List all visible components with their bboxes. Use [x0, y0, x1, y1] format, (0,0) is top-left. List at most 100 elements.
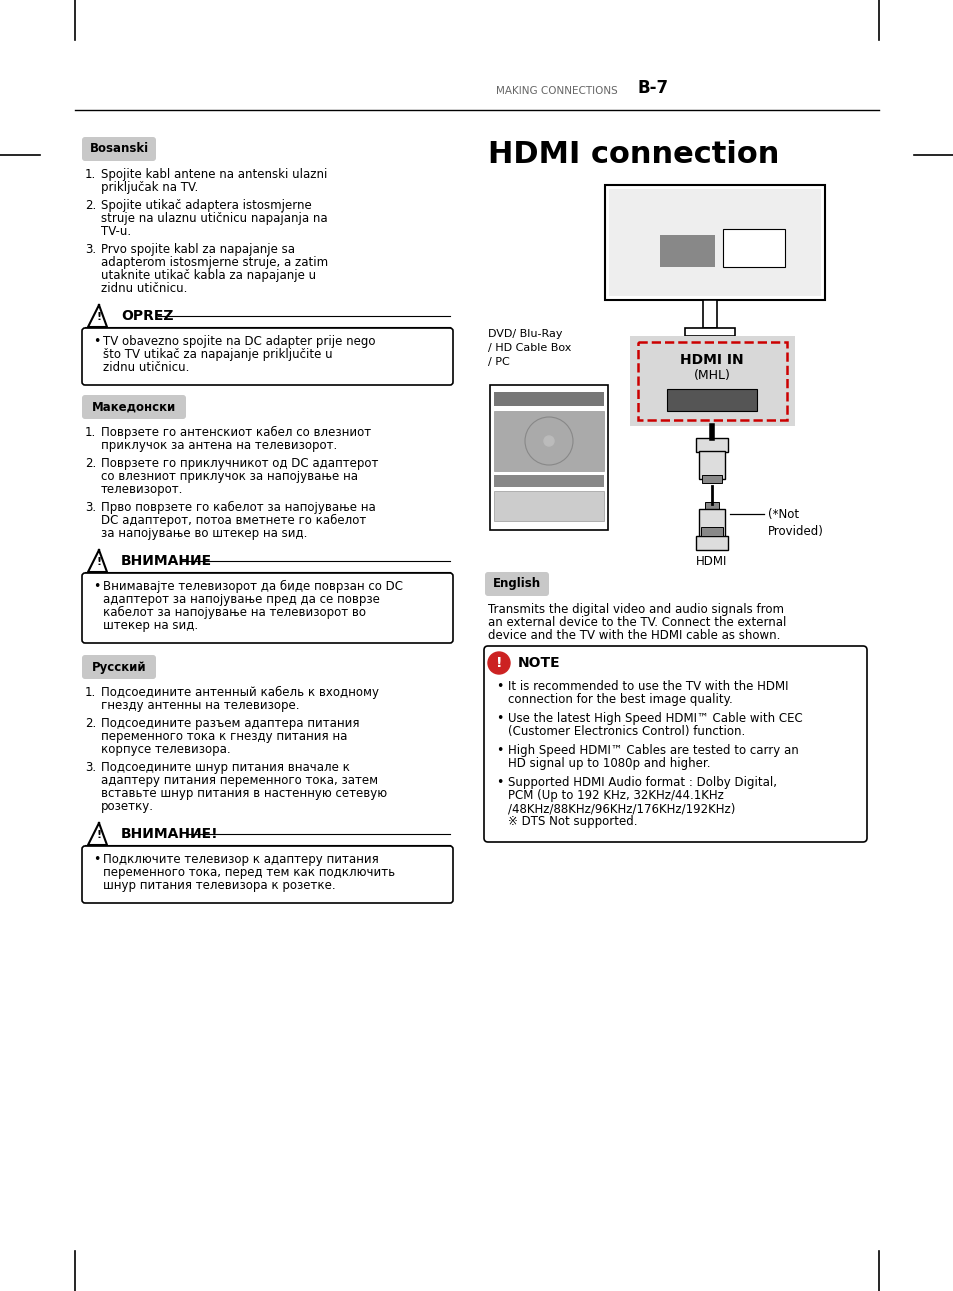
- Bar: [666, 389, 757, 411]
- Text: PCM (Up to 192 KHz, 32KHz/44.1KHz: PCM (Up to 192 KHz, 32KHz/44.1KHz: [507, 789, 723, 802]
- Text: connection for the best image quality.: connection for the best image quality.: [507, 693, 732, 706]
- Text: English: English: [493, 577, 540, 590]
- Text: •: •: [92, 853, 100, 866]
- Bar: [699, 451, 724, 479]
- Text: zidnu utičnicu.: zidnu utičnicu.: [103, 361, 190, 374]
- Text: OPREZ: OPREZ: [121, 309, 173, 323]
- Bar: [684, 328, 734, 336]
- Text: It is recommended to use the TV with the HDMI: It is recommended to use the TV with the…: [507, 680, 788, 693]
- Text: Transmits the digital video and audio signals from: Transmits the digital video and audio si…: [488, 603, 783, 616]
- Text: Spojite utikač adaptera istosmjerne: Spojite utikač adaptera istosmjerne: [101, 199, 312, 212]
- Bar: [696, 438, 727, 452]
- Text: Spojite kabl antene na antenski ulazni: Spojite kabl antene na antenski ulazni: [101, 168, 327, 181]
- Bar: [494, 392, 603, 405]
- Text: розетку.: розетку.: [101, 800, 153, 813]
- Bar: [722, 229, 784, 267]
- Text: •: •: [496, 744, 503, 757]
- Text: 2.: 2.: [85, 457, 96, 470]
- Text: High Speed HDMI™ Cables are tested to carry an: High Speed HDMI™ Cables are tested to ca…: [507, 744, 798, 757]
- Text: HDMI IN: HDMI IN: [679, 352, 743, 367]
- Text: переменного тока, перед тем как подключить: переменного тока, перед тем как подключи…: [103, 866, 395, 879]
- Bar: [629, 336, 794, 426]
- Text: Use the latest High Speed HDMI™ Cable with CEC: Use the latest High Speed HDMI™ Cable wi…: [507, 713, 801, 726]
- Text: NOTE: NOTE: [517, 656, 560, 670]
- Text: 2.: 2.: [85, 717, 96, 729]
- Circle shape: [488, 652, 510, 674]
- Text: 2.: 2.: [85, 199, 96, 212]
- FancyBboxPatch shape: [484, 572, 548, 596]
- Text: MAKING CONNECTIONS: MAKING CONNECTIONS: [496, 86, 618, 96]
- Text: 3.: 3.: [85, 243, 96, 256]
- Text: кабелот за напојување на телевизорот во: кабелот за напојување на телевизорот во: [103, 605, 366, 620]
- Text: 1.: 1.: [85, 168, 96, 181]
- Text: 1.: 1.: [85, 426, 96, 439]
- Text: ВНИМАНИЕ!: ВНИМАНИЕ!: [121, 828, 218, 840]
- Text: Подсоедините шнур питания вначале к: Подсоедините шнур питания вначале к: [101, 760, 350, 775]
- Bar: [659, 235, 714, 267]
- Text: TV-u.: TV-u.: [101, 225, 131, 238]
- Text: корпусе телевизора.: корпусе телевизора.: [101, 744, 231, 757]
- Text: HDMI: HDMI: [696, 555, 727, 568]
- Text: за напојување во штекер на sид.: за напојување во штекер на sид.: [101, 527, 307, 540]
- Bar: [700, 527, 722, 536]
- Bar: [696, 536, 727, 550]
- Text: 3.: 3.: [85, 501, 96, 514]
- Text: Македонски: Македонски: [91, 400, 176, 413]
- Text: što TV utikač za napajanje priključite u: što TV utikač za napajanje priključite u: [103, 349, 333, 361]
- Text: /48KHz/88KHz/96KHz/176KHz/192KHz): /48KHz/88KHz/96KHz/176KHz/192KHz): [507, 802, 735, 815]
- Bar: [608, 188, 821, 296]
- Text: Подсоедините антенный кабель к входному: Подсоедините антенный кабель к входному: [101, 686, 378, 700]
- Bar: [699, 509, 724, 537]
- Text: !: !: [96, 312, 101, 321]
- Text: Подсоедините разъем адаптера питания: Подсоедините разъем адаптера питания: [101, 717, 359, 729]
- Text: !: !: [96, 830, 101, 840]
- Text: телевизорот.: телевизорот.: [101, 483, 183, 496]
- Bar: [490, 385, 607, 531]
- Circle shape: [543, 436, 554, 445]
- Text: Поврзете го антенскиот кабел со влезниот: Поврзете го антенскиот кабел со влезниот: [101, 426, 371, 439]
- Text: device and the TV with the HDMI cable as shown.: device and the TV with the HDMI cable as…: [488, 629, 780, 642]
- Text: •: •: [496, 776, 503, 789]
- Bar: [604, 185, 824, 300]
- Text: гнезду антенны на телевизоре.: гнезду антенны на телевизоре.: [101, 698, 299, 713]
- Text: HDMI connection: HDMI connection: [488, 139, 779, 169]
- Bar: [638, 342, 786, 420]
- Text: Поврзете го приклучникот од DC адаптерот: Поврзете го приклучникот од DC адаптерот: [101, 457, 378, 470]
- Text: (Customer Electronics Control) function.: (Customer Electronics Control) function.: [507, 726, 744, 738]
- FancyBboxPatch shape: [82, 137, 156, 161]
- Text: Supported HDMI Audio format : Dolby Digital,: Supported HDMI Audio format : Dolby Digi…: [507, 776, 776, 789]
- Text: !: !: [496, 656, 501, 670]
- Text: •: •: [92, 580, 100, 593]
- Text: ※ DTS Not supported.: ※ DTS Not supported.: [507, 815, 637, 828]
- Text: шнур питания телевизора к розетке.: шнур питания телевизора к розетке.: [103, 879, 335, 892]
- FancyBboxPatch shape: [82, 395, 186, 420]
- Text: ВНИМАНИЕ: ВНИМАНИЕ: [121, 554, 212, 568]
- Text: (*Not
Provided): (*Not Provided): [767, 507, 823, 538]
- Text: DVD/ Blu-Ray
/ HD Cable Box
/ PC: DVD/ Blu-Ray / HD Cable Box / PC: [488, 329, 571, 367]
- Bar: [704, 502, 719, 509]
- Text: адаптеру питания переменного тока, затем: адаптеру питания переменного тока, затем: [101, 775, 377, 788]
- Text: 1.: 1.: [85, 686, 96, 698]
- Bar: [701, 475, 721, 483]
- Text: zidnu utičnicu.: zidnu utičnicu.: [101, 281, 187, 296]
- Text: •: •: [496, 680, 503, 693]
- Text: Прво поврзете го кабелот за напојување на: Прво поврзете го кабелот за напојување н…: [101, 501, 375, 514]
- Text: Bosanski: Bosanski: [90, 142, 149, 155]
- Text: (MHL): (MHL): [693, 369, 730, 382]
- Text: Внимавајте телевизорот да биде поврзан со DC: Внимавајте телевизорот да биде поврзан с…: [103, 580, 402, 593]
- Text: Подключите телевизор к адаптеру питания: Подключите телевизор к адаптеру питания: [103, 853, 378, 866]
- Text: приклучок за антена на телевизорот.: приклучок за антена на телевизорот.: [101, 439, 337, 452]
- Bar: [702, 300, 717, 328]
- Text: вставьте шнур питания в настенную сетевую: вставьте шнур питания в настенную сетеву…: [101, 788, 387, 800]
- Text: 3.: 3.: [85, 760, 96, 775]
- Text: со влезниот приклучок за напојување на: со влезниот приклучок за напојување на: [101, 470, 357, 483]
- Bar: [494, 475, 603, 487]
- Text: an external device to the TV. Connect the external: an external device to the TV. Connect th…: [488, 616, 785, 629]
- Text: !: !: [96, 558, 101, 567]
- Text: адаптерот за напојување пред да се поврзе: адаптерот за напојување пред да се поврз…: [103, 593, 379, 605]
- Text: B-7: B-7: [638, 79, 668, 97]
- Text: Русский: Русский: [91, 661, 146, 674]
- Text: штекер на sид.: штекер на sид.: [103, 618, 198, 633]
- Bar: [494, 411, 603, 471]
- FancyBboxPatch shape: [82, 655, 156, 679]
